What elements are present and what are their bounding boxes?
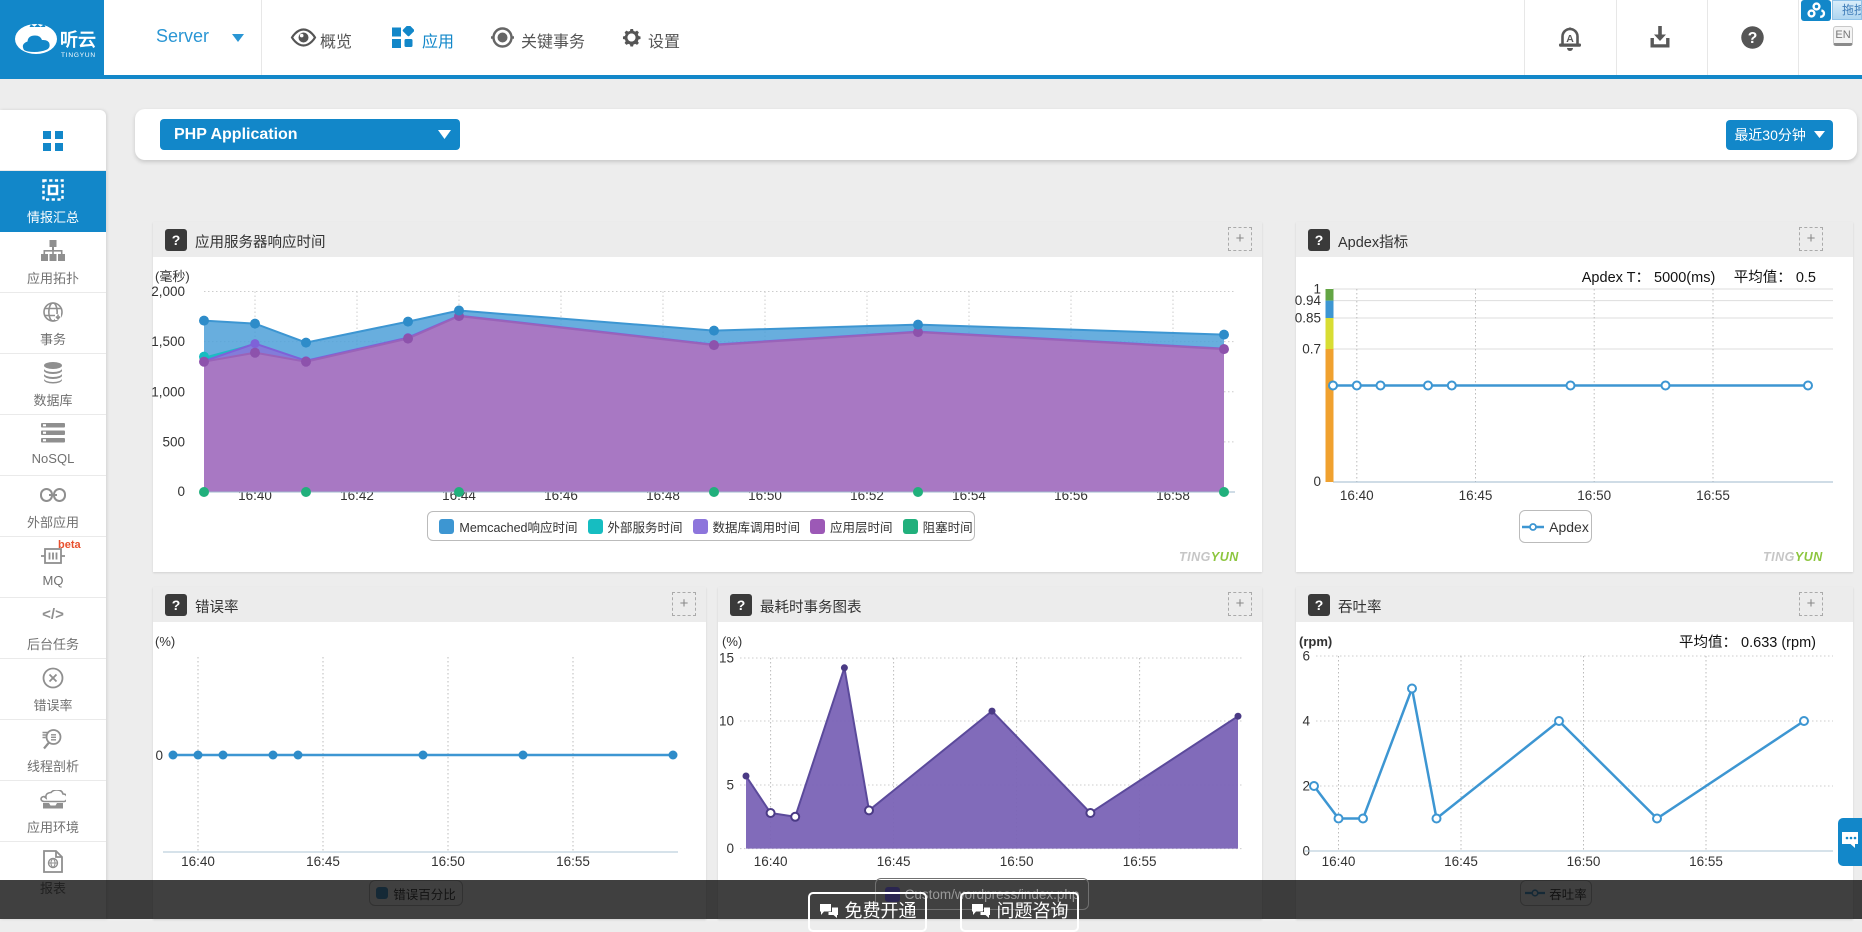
- svg-text:?: ?: [1748, 30, 1758, 47]
- svg-text:听云: 听云: [60, 29, 96, 50]
- svg-text:TINGYUN: TINGYUN: [61, 52, 96, 59]
- svg-text:A: A: [1566, 33, 1574, 45]
